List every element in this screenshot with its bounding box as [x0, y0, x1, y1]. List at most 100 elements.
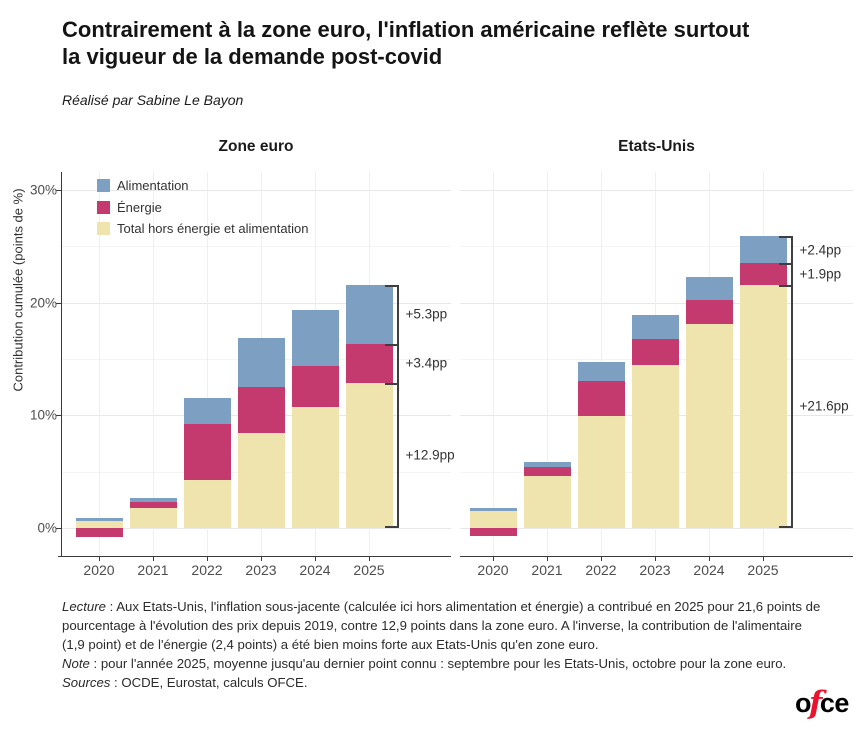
bracket-line-etats-unis	[790, 236, 793, 528]
bar-etats-unis-2024-energie	[686, 300, 733, 324]
x-tick-zone-euro-2020	[99, 556, 100, 561]
y-axis-title: Contribution cumulée (points de %)	[10, 188, 26, 392]
bracket-line-zone-euro	[396, 284, 399, 528]
bar-zone-euro-2025-total-hors-energie-et-alimentation	[346, 382, 393, 528]
x-label-zone-euro-2025: 2025	[353, 562, 385, 578]
sources-text: : OCDE, Eurostat, calculs OFCE.	[110, 675, 308, 690]
gridline-minor-zone-euro	[61, 246, 451, 248]
y-tick-10	[56, 415, 61, 417]
x-label-etats-unis-2022: 2022	[585, 562, 617, 578]
x-axis-zone-euro	[58, 556, 451, 557]
bar-zone-euro-2021-energie	[130, 502, 177, 508]
vgridline-zone-euro-2020	[99, 172, 100, 556]
legend-swatch-icon	[97, 179, 110, 193]
lecture-text: : Aux Etats-Unis, l'inflation sous-jacen…	[62, 599, 821, 652]
bar-etats-unis-2025-alimentation	[740, 236, 787, 264]
y-tick-20	[56, 302, 61, 304]
bar-etats-unis-2020-alimentation	[470, 507, 517, 512]
bar-etats-unis-2021-alimentation	[524, 461, 571, 468]
logo-o: o	[795, 688, 812, 718]
legend-label: Total hors énergie et alimentation	[117, 221, 309, 237]
facet-title-etats-unis: Etats-Unis	[618, 138, 695, 155]
x-tick-zone-euro-2021	[153, 556, 154, 561]
ofce-logo: ofce	[795, 684, 850, 721]
x-label-etats-unis-2024: 2024	[693, 562, 725, 578]
bar-etats-unis-2022-total-hors-energie-et-alimentation	[578, 416, 625, 528]
annotation-etats-unis-energie: +1.9pp	[799, 266, 842, 282]
bar-etats-unis-2024-total-hors-energie-et-alimentation	[686, 324, 733, 528]
x-tick-etats-unis-2022	[601, 556, 602, 561]
x-label-etats-unis-2025: 2025	[747, 562, 779, 578]
x-label-zone-euro-2021: 2021	[137, 562, 169, 578]
x-label-zone-euro-2020: 2020	[83, 562, 115, 578]
bar-zone-euro-2020-alimentation	[76, 517, 123, 522]
author-subtitle: Réalisé par Sabine Le Bayon	[62, 92, 244, 108]
y-tick-0	[56, 528, 61, 529]
bar-etats-unis-2020-total-hors-energie-et-alimentation	[470, 511, 517, 528]
bar-zone-euro-2025-energie	[346, 344, 393, 383]
x-tick-zone-euro-2023	[261, 556, 262, 561]
vgridline-zone-euro-2022	[207, 172, 208, 556]
sources-note: Sources : OCDE, Eurostat, calculs OFCE.	[62, 673, 824, 692]
bar-etats-unis-2023-total-hors-energie-et-alimentation	[632, 364, 679, 528]
bar-etats-unis-2021-total-hors-energie-et-alimentation	[524, 476, 571, 528]
x-label-etats-unis-2021: 2021	[531, 562, 563, 578]
x-tick-etats-unis-2020	[493, 556, 494, 561]
vgridline-etats-unis-2021	[547, 172, 548, 556]
legend-item-alimentation: Alimentation	[97, 175, 309, 197]
note-text: : pour l'année 2025, moyenne jusqu'au de…	[89, 656, 787, 671]
x-label-zone-euro-2022: 2022	[191, 562, 223, 578]
gridline-etats-unis-20	[460, 302, 853, 304]
lecture-label: Lecture	[62, 599, 106, 614]
x-tick-zone-euro-2022	[207, 556, 208, 561]
legend-label: Alimentation	[117, 178, 189, 194]
x-label-etats-unis-2020: 2020	[477, 562, 509, 578]
bar-etats-unis-2021-energie	[524, 467, 571, 477]
y-axis-line	[61, 172, 62, 557]
bar-zone-euro-2025-alimentation	[346, 284, 393, 345]
annotation-zone-euro-energie: +3.4pp	[405, 355, 448, 371]
logo-f-icon: f	[809, 685, 822, 721]
x-label-zone-euro-2023: 2023	[245, 562, 277, 578]
bar-zone-euro-2023-total-hors-energie-et-alimentation	[238, 433, 285, 528]
bracket-tick-zone-euro-3	[384, 526, 399, 528]
x-axis-etats-unis	[460, 556, 853, 557]
bar-etats-unis-2025-energie	[740, 263, 787, 285]
bar-zone-euro-2020-total-hors-energie-et-alimentation	[76, 521, 123, 528]
annotation-etats-unis-alimentation: +2.4pp	[799, 242, 842, 258]
gridline-zone-euro-0	[61, 528, 451, 529]
bar-zone-euro-2023-energie	[238, 387, 285, 434]
y-tick-30	[56, 189, 61, 191]
facet-title-zone-euro: Zone euro	[218, 138, 294, 155]
bar-etats-unis-2022-energie	[578, 381, 625, 417]
x-label-etats-unis-2023: 2023	[639, 562, 671, 578]
bracket-tick-etats-unis-3	[778, 526, 793, 528]
annotation-zone-euro-alimentation: +5.3pp	[405, 306, 448, 322]
x-tick-etats-unis-2025	[763, 556, 764, 561]
x-label-zone-euro-2024: 2024	[299, 562, 331, 578]
x-tick-etats-unis-2021	[547, 556, 548, 561]
bar-zone-euro-2023-alimentation	[238, 337, 285, 388]
bracket-tick-etats-unis-1	[778, 263, 793, 266]
y-label-30: 30%	[29, 182, 57, 198]
gridline-etats-unis-0	[460, 528, 853, 529]
x-tick-zone-euro-2024	[315, 556, 316, 561]
bar-etats-unis-2025-total-hors-energie-et-alimentation	[740, 284, 787, 528]
legend-label: Énergie	[117, 199, 162, 215]
bracket-tick-zone-euro-1	[384, 344, 399, 347]
bar-etats-unis-2023-alimentation	[632, 314, 679, 339]
page-title: Contrairement à la zone euro, l'inflatio…	[62, 17, 750, 69]
bracket-tick-etats-unis-0	[778, 236, 793, 239]
gridline-minor-etats-unis	[460, 246, 853, 248]
legend-item-total-hors-energie-et-alimentation: Total hors énergie et alimentation	[97, 218, 309, 240]
y-label-10: 10%	[29, 407, 57, 423]
gridline-etats-unis-30	[460, 189, 853, 191]
bracket-tick-zone-euro-0	[384, 284, 399, 287]
logo-ce: ce	[819, 688, 850, 718]
bar-zone-euro-2024-total-hors-energie-et-alimentation	[292, 407, 339, 528]
legend-swatch-icon	[97, 200, 110, 214]
y-label-0: 0%	[37, 520, 57, 536]
vgridline-zone-euro-2021	[153, 172, 154, 556]
chart-legend: Alimentation Énergie Total hors énergie et…	[97, 175, 309, 240]
method-note: Note : pour l'année 2025, moyenne jusqu'…	[62, 654, 824, 673]
